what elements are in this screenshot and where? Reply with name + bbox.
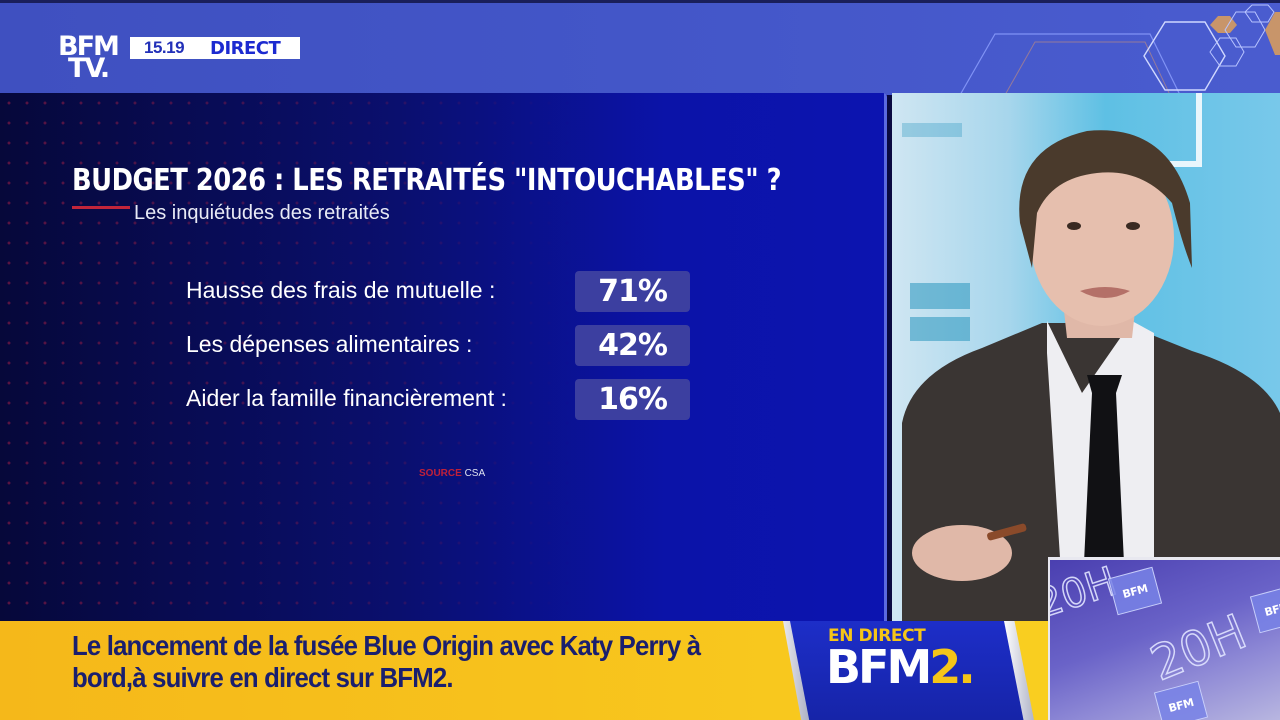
- title-accent-rule: [72, 206, 130, 209]
- source-credit: SOURCE CSA: [419, 468, 485, 479]
- bfm2-logo-number: 2.: [929, 640, 976, 694]
- bfm2-live-label: EN DIRECT: [828, 626, 926, 646]
- inset-bfm-tile: BFM: [1107, 566, 1163, 616]
- stat-row: Hausse des frais de mutuelle : 71%: [186, 271, 706, 325]
- top-band: BFM TV. 15.19 DIRECT: [0, 0, 1280, 95]
- bfm2-live-badge: [790, 621, 1030, 720]
- logo-line-1: BFM: [58, 31, 120, 62]
- stat-row: Aider la famille financièrement : 16%: [186, 379, 706, 433]
- clock-time: 15.19: [144, 38, 185, 57]
- stat-value-badge: 42%: [575, 325, 690, 366]
- infographic-panel: BUDGET 2026 : LES RETRAITÉS "INTOUCHABLE…: [0, 93, 887, 621]
- bfm2-logo: BFM2.: [826, 640, 976, 694]
- background-screen-block: [910, 283, 970, 309]
- source-value: CSA: [464, 468, 486, 479]
- stat-row: Les dépenses alimentaires : 42%: [186, 325, 706, 379]
- stat-label: Hausse des frais de mutuelle :: [186, 277, 496, 303]
- ticker-headline: Le lancement de la fusée Blue Origin ave…: [72, 630, 701, 693]
- presenter-video: [892, 93, 1280, 621]
- source-label: SOURCE: [419, 468, 462, 479]
- graphic-subtitle: Les inquiétudes des retraités: [134, 202, 390, 224]
- logo-line-2: TV.: [68, 53, 110, 85]
- bfm2-preview-inset: 20H BFM 20H BFM BFM: [1048, 557, 1280, 720]
- live-clock-badge: 15.19 DIRECT: [130, 37, 300, 59]
- inset-20h-text: 20H: [1142, 603, 1255, 693]
- stat-value-badge: 16%: [575, 379, 690, 420]
- stats-list: Hausse des frais de mutuelle : 71% Les d…: [186, 271, 706, 433]
- hexagon-decoration-icon: [959, 4, 1280, 95]
- dot-pattern: [0, 93, 887, 621]
- panel-edge: [884, 93, 887, 621]
- inset-bfm-tile: BFM: [1249, 584, 1280, 634]
- stat-value-badge: 71%: [575, 271, 690, 312]
- background-screen-block: [902, 123, 962, 137]
- stat-label: Les dépenses alimentaires :: [186, 331, 473, 357]
- bfm2-logo-brand: BFM: [826, 640, 932, 694]
- stat-label: Aider la famille financièrement :: [186, 385, 507, 411]
- background-screen-block: [910, 317, 970, 341]
- graphic-title: BUDGET 2026 : LES RETRAITÉS "INTOUCHABLE…: [72, 163, 782, 198]
- bfmtv-logo: BFM TV.: [58, 31, 128, 92]
- live-label: DIRECT: [210, 37, 281, 59]
- presenter-figure-icon: [902, 130, 1280, 621]
